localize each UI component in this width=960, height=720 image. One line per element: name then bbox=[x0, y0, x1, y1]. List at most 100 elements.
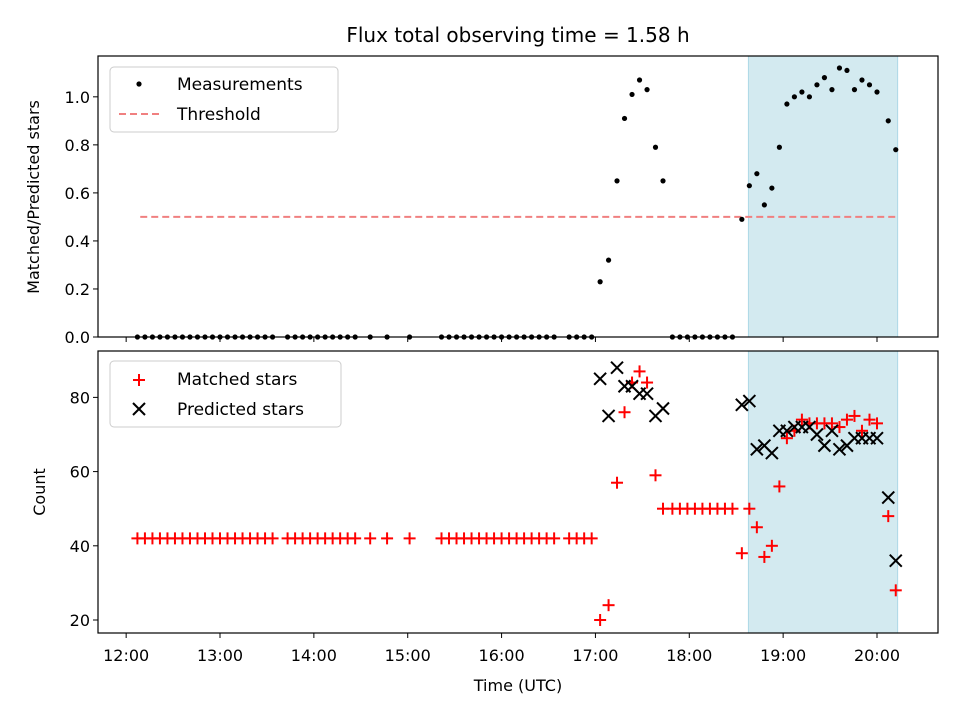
measurement-point bbox=[799, 89, 805, 95]
measurement-point bbox=[821, 75, 828, 81]
count-legend: Matched stars Predicted stars bbox=[109, 360, 342, 428]
measurement-point bbox=[784, 101, 790, 107]
ratio-y-axis: 0.0 0.2 0.4 0.6 0.8 1.0 bbox=[65, 88, 98, 347]
measurement-point bbox=[660, 178, 666, 184]
x-tick-label: 15:00 bbox=[385, 646, 431, 665]
measurement-point bbox=[851, 87, 858, 93]
measurement-point bbox=[629, 91, 635, 98]
measurement-point bbox=[644, 87, 650, 93]
matched-star-point bbox=[349, 532, 362, 545]
count-points bbox=[131, 360, 903, 627]
x-tick-label: 14:00 bbox=[291, 646, 337, 665]
matched-star-point bbox=[765, 539, 778, 552]
x-tick-label: 20:00 bbox=[854, 646, 900, 665]
y-tick-label: 0.4 bbox=[65, 232, 90, 251]
measurement-point bbox=[761, 202, 767, 208]
count-y-axis: 20 40 60 80 bbox=[70, 388, 98, 630]
matched-star-point bbox=[735, 547, 748, 560]
y-tick-label: 0.2 bbox=[65, 280, 90, 299]
matched-star-point bbox=[726, 502, 739, 515]
predicted-star-point bbox=[825, 424, 839, 438]
measurement-point bbox=[806, 94, 813, 100]
matched-star-point bbox=[889, 584, 902, 597]
y-tick-label: 20 bbox=[70, 611, 90, 630]
matched-star-point bbox=[266, 532, 279, 545]
measurement-point bbox=[739, 216, 745, 222]
y-tick-label: 40 bbox=[70, 537, 90, 556]
ratio-panel-frame bbox=[97, 55, 939, 338]
ratio-panel: 0.0 0.2 0.4 0.6 0.8 1.0 Matched/Predicted sta… bbox=[24, 55, 939, 347]
predicted-legend-marker bbox=[132, 402, 146, 416]
matched-star-point bbox=[750, 521, 763, 534]
matched-star-point bbox=[611, 476, 624, 489]
measurement-point bbox=[614, 178, 620, 184]
measurement-point bbox=[746, 183, 752, 189]
matched-star-point bbox=[855, 424, 868, 437]
measurement-point bbox=[621, 115, 628, 122]
count-legend-box bbox=[109, 360, 342, 428]
measurement-point bbox=[776, 144, 782, 150]
measurement-point bbox=[814, 82, 820, 88]
predicted-star-point bbox=[601, 409, 616, 423]
measurements-legend-marker bbox=[136, 81, 142, 87]
observing-window-span bbox=[747, 350, 899, 634]
matched-star-point bbox=[795, 413, 808, 426]
measurement-point bbox=[893, 147, 899, 153]
matched-star-point bbox=[870, 417, 883, 430]
predicted-star-point bbox=[610, 360, 624, 375]
matched-star-point bbox=[882, 510, 895, 523]
y-tick-label: 60 bbox=[70, 463, 90, 482]
predicted-star-point bbox=[870, 431, 884, 445]
matched-star-point bbox=[364, 532, 377, 545]
matched-star-point bbox=[594, 614, 607, 627]
y-tick-label: 1.0 bbox=[65, 88, 90, 107]
matched-star-point bbox=[649, 469, 662, 482]
ratio-legend-box bbox=[109, 66, 339, 133]
measurement-point bbox=[874, 89, 880, 95]
matched-star-point bbox=[848, 409, 861, 422]
ratio-y-axis-label: Matched/Predicted stars bbox=[24, 100, 43, 294]
x-tick-label: 13:00 bbox=[197, 646, 243, 665]
measurement-point bbox=[829, 87, 835, 93]
x-tick-label: 18:00 bbox=[666, 646, 712, 665]
matched-star-point bbox=[403, 532, 416, 545]
matched-star-point bbox=[825, 417, 838, 430]
x-tick-label: 16:00 bbox=[479, 646, 525, 665]
predicted-star-point bbox=[817, 438, 832, 453]
measurement-point bbox=[791, 94, 798, 100]
predicted-star-point bbox=[656, 401, 670, 416]
x-tick-label: 19:00 bbox=[760, 646, 806, 665]
ratio-legend: Measurements Threshold bbox=[109, 66, 339, 133]
matched-star-point bbox=[381, 532, 394, 545]
predicted-star-point bbox=[765, 446, 779, 460]
matched-star-point bbox=[743, 502, 756, 515]
time-x-axis: 12:00 13:00 14:00 15:00 16:00 17:00 18:00 19:00… bbox=[103, 633, 900, 665]
x-tick-label: 12:00 bbox=[103, 646, 149, 665]
matched-star-point bbox=[840, 413, 853, 426]
matched-legend-marker bbox=[133, 374, 145, 386]
measurement-point bbox=[769, 185, 775, 191]
threshold-legend-label: Threshold bbox=[176, 105, 261, 125]
predicted-star-point bbox=[640, 386, 654, 401]
matched-legend-label: Matched stars bbox=[177, 370, 297, 390]
y-tick-label: 0.6 bbox=[65, 184, 90, 203]
measurement-point bbox=[859, 77, 865, 83]
predicted-star-point bbox=[810, 427, 824, 442]
matched-star-point bbox=[758, 550, 771, 563]
measurement-point bbox=[866, 82, 873, 88]
count-panel-frame bbox=[97, 350, 939, 634]
y-tick-label: 80 bbox=[70, 388, 90, 407]
predicted-star-point bbox=[780, 424, 794, 438]
observing-window-span bbox=[747, 55, 899, 338]
matched-star-point bbox=[618, 406, 631, 419]
y-tick-label: 0.8 bbox=[65, 136, 90, 155]
measurement-point bbox=[836, 65, 843, 71]
y-tick-label: 0.0 bbox=[65, 328, 90, 347]
x-tick-label: 17:00 bbox=[572, 646, 618, 665]
measurement-point bbox=[885, 118, 891, 124]
predicted-star-point bbox=[750, 442, 764, 457]
x-axis-label: Time (UTC) bbox=[473, 676, 562, 695]
count-y-axis-label: Count bbox=[30, 468, 49, 516]
